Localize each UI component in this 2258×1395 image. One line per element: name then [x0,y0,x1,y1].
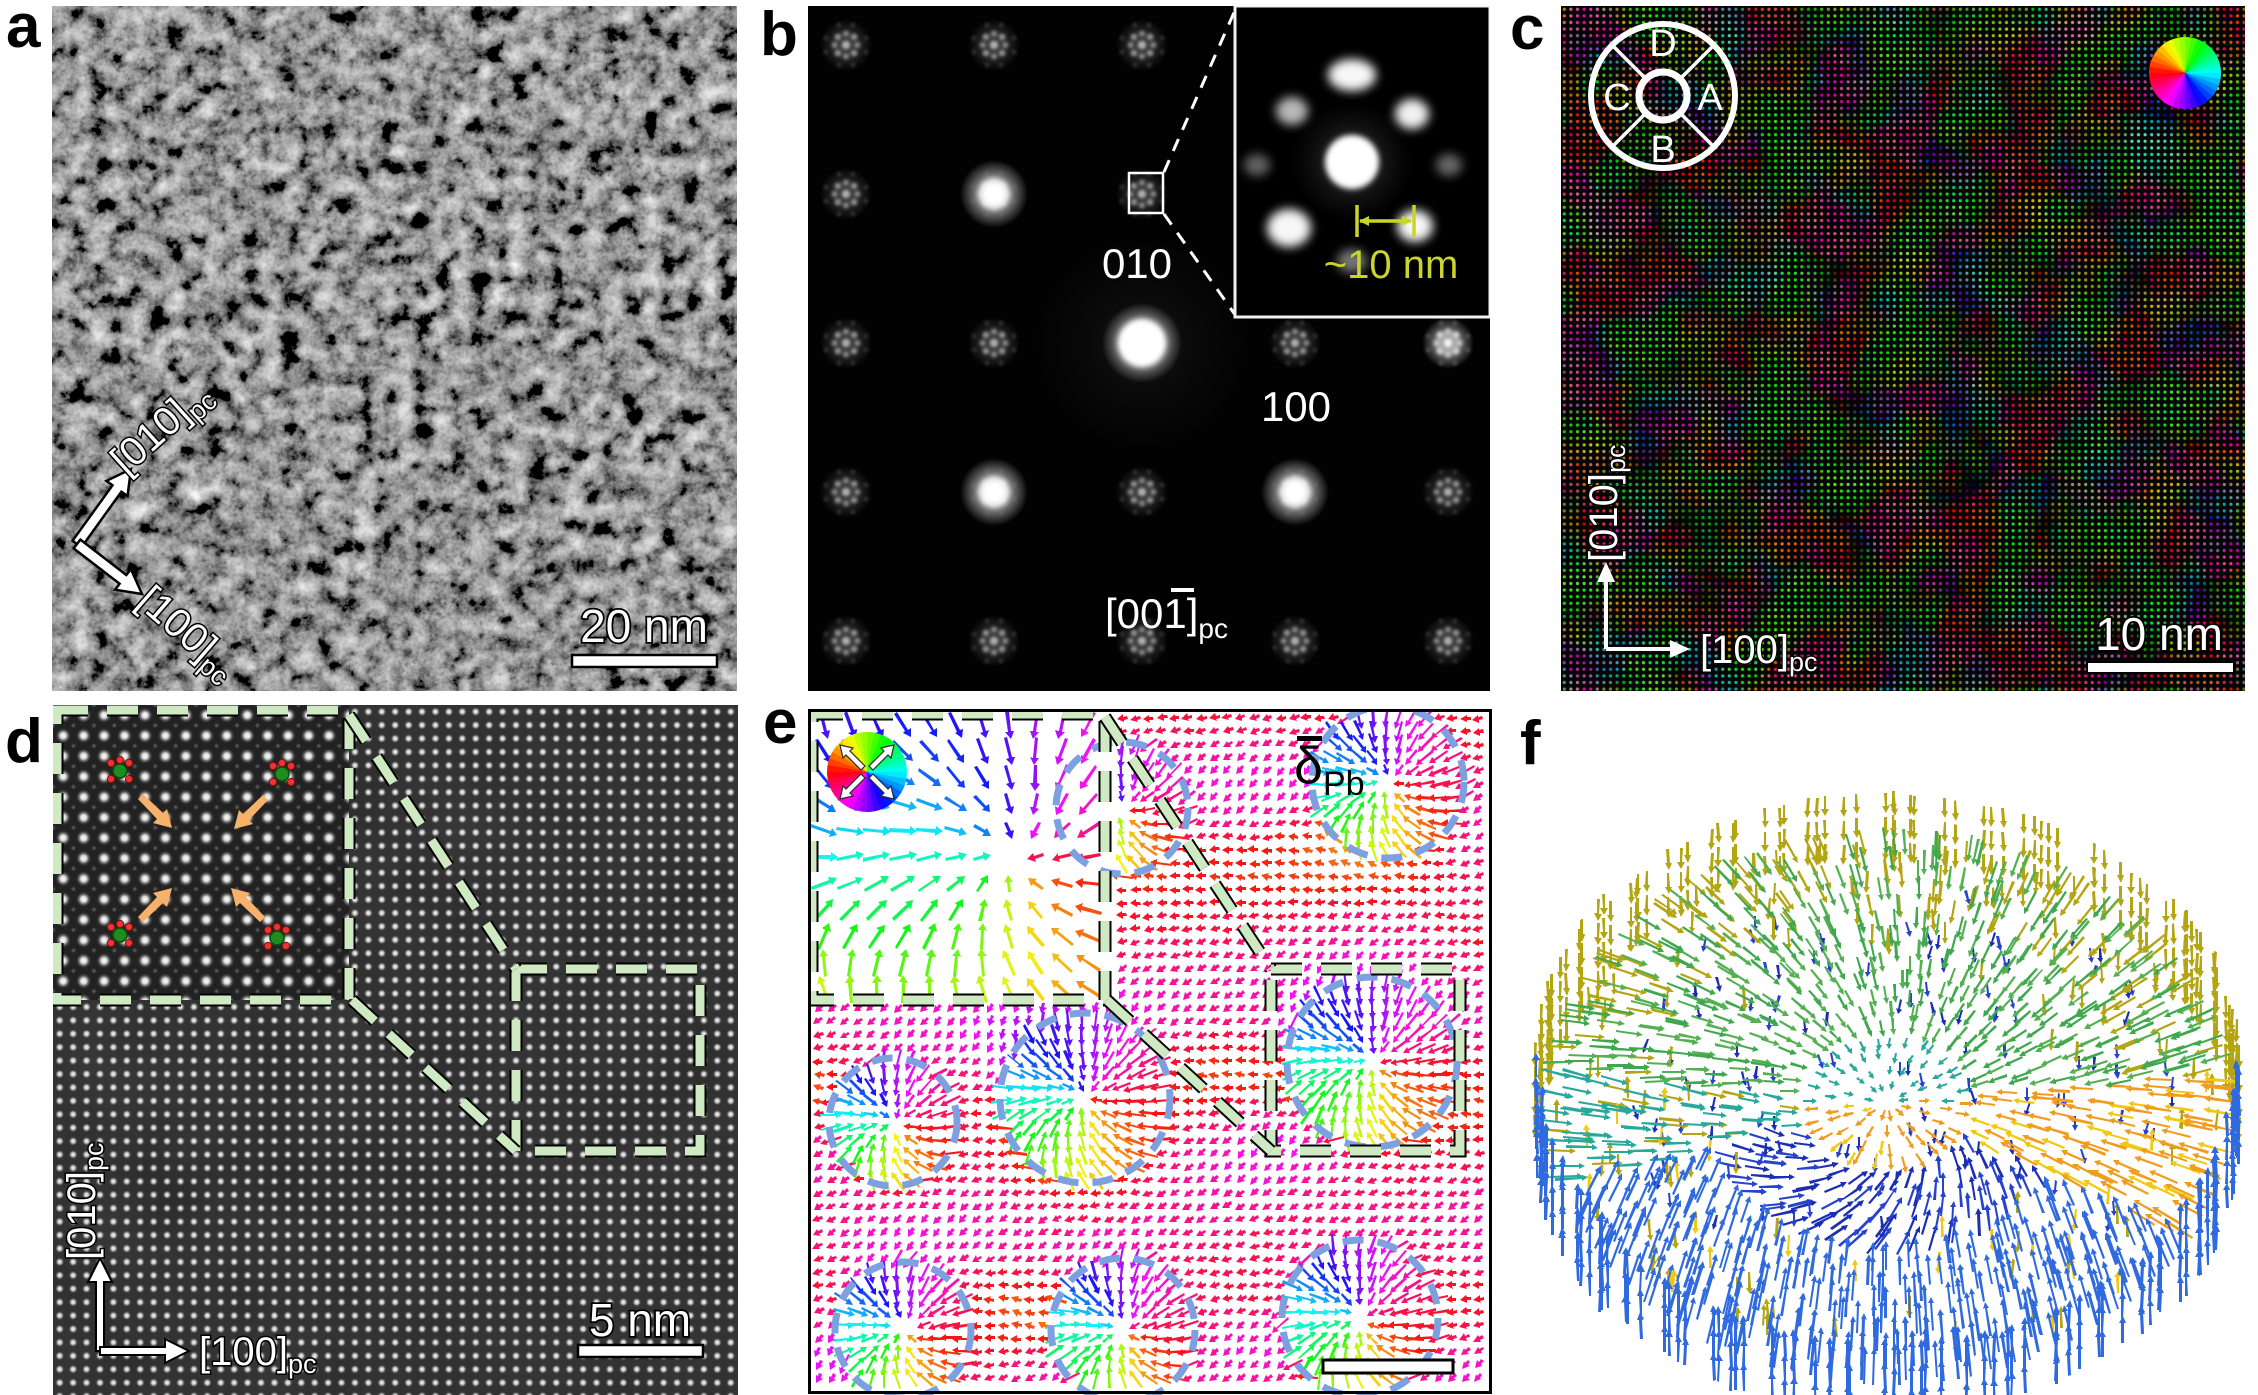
svg-text:A: A [1697,77,1723,119]
svg-text:10 nm: 10 nm [2095,608,2223,660]
svg-text:B: B [1650,129,1675,171]
svg-text:~10 nm: ~10 nm [1324,243,1459,287]
svg-text:D: D [1649,23,1676,65]
svg-text:5 nm: 5 nm [589,1294,691,1346]
svg-text:100: 100 [1261,383,1331,430]
svg-text:C: C [1603,77,1630,119]
svg-text:010: 010 [1102,240,1172,287]
svg-text:20 nm: 20 nm [580,600,708,652]
